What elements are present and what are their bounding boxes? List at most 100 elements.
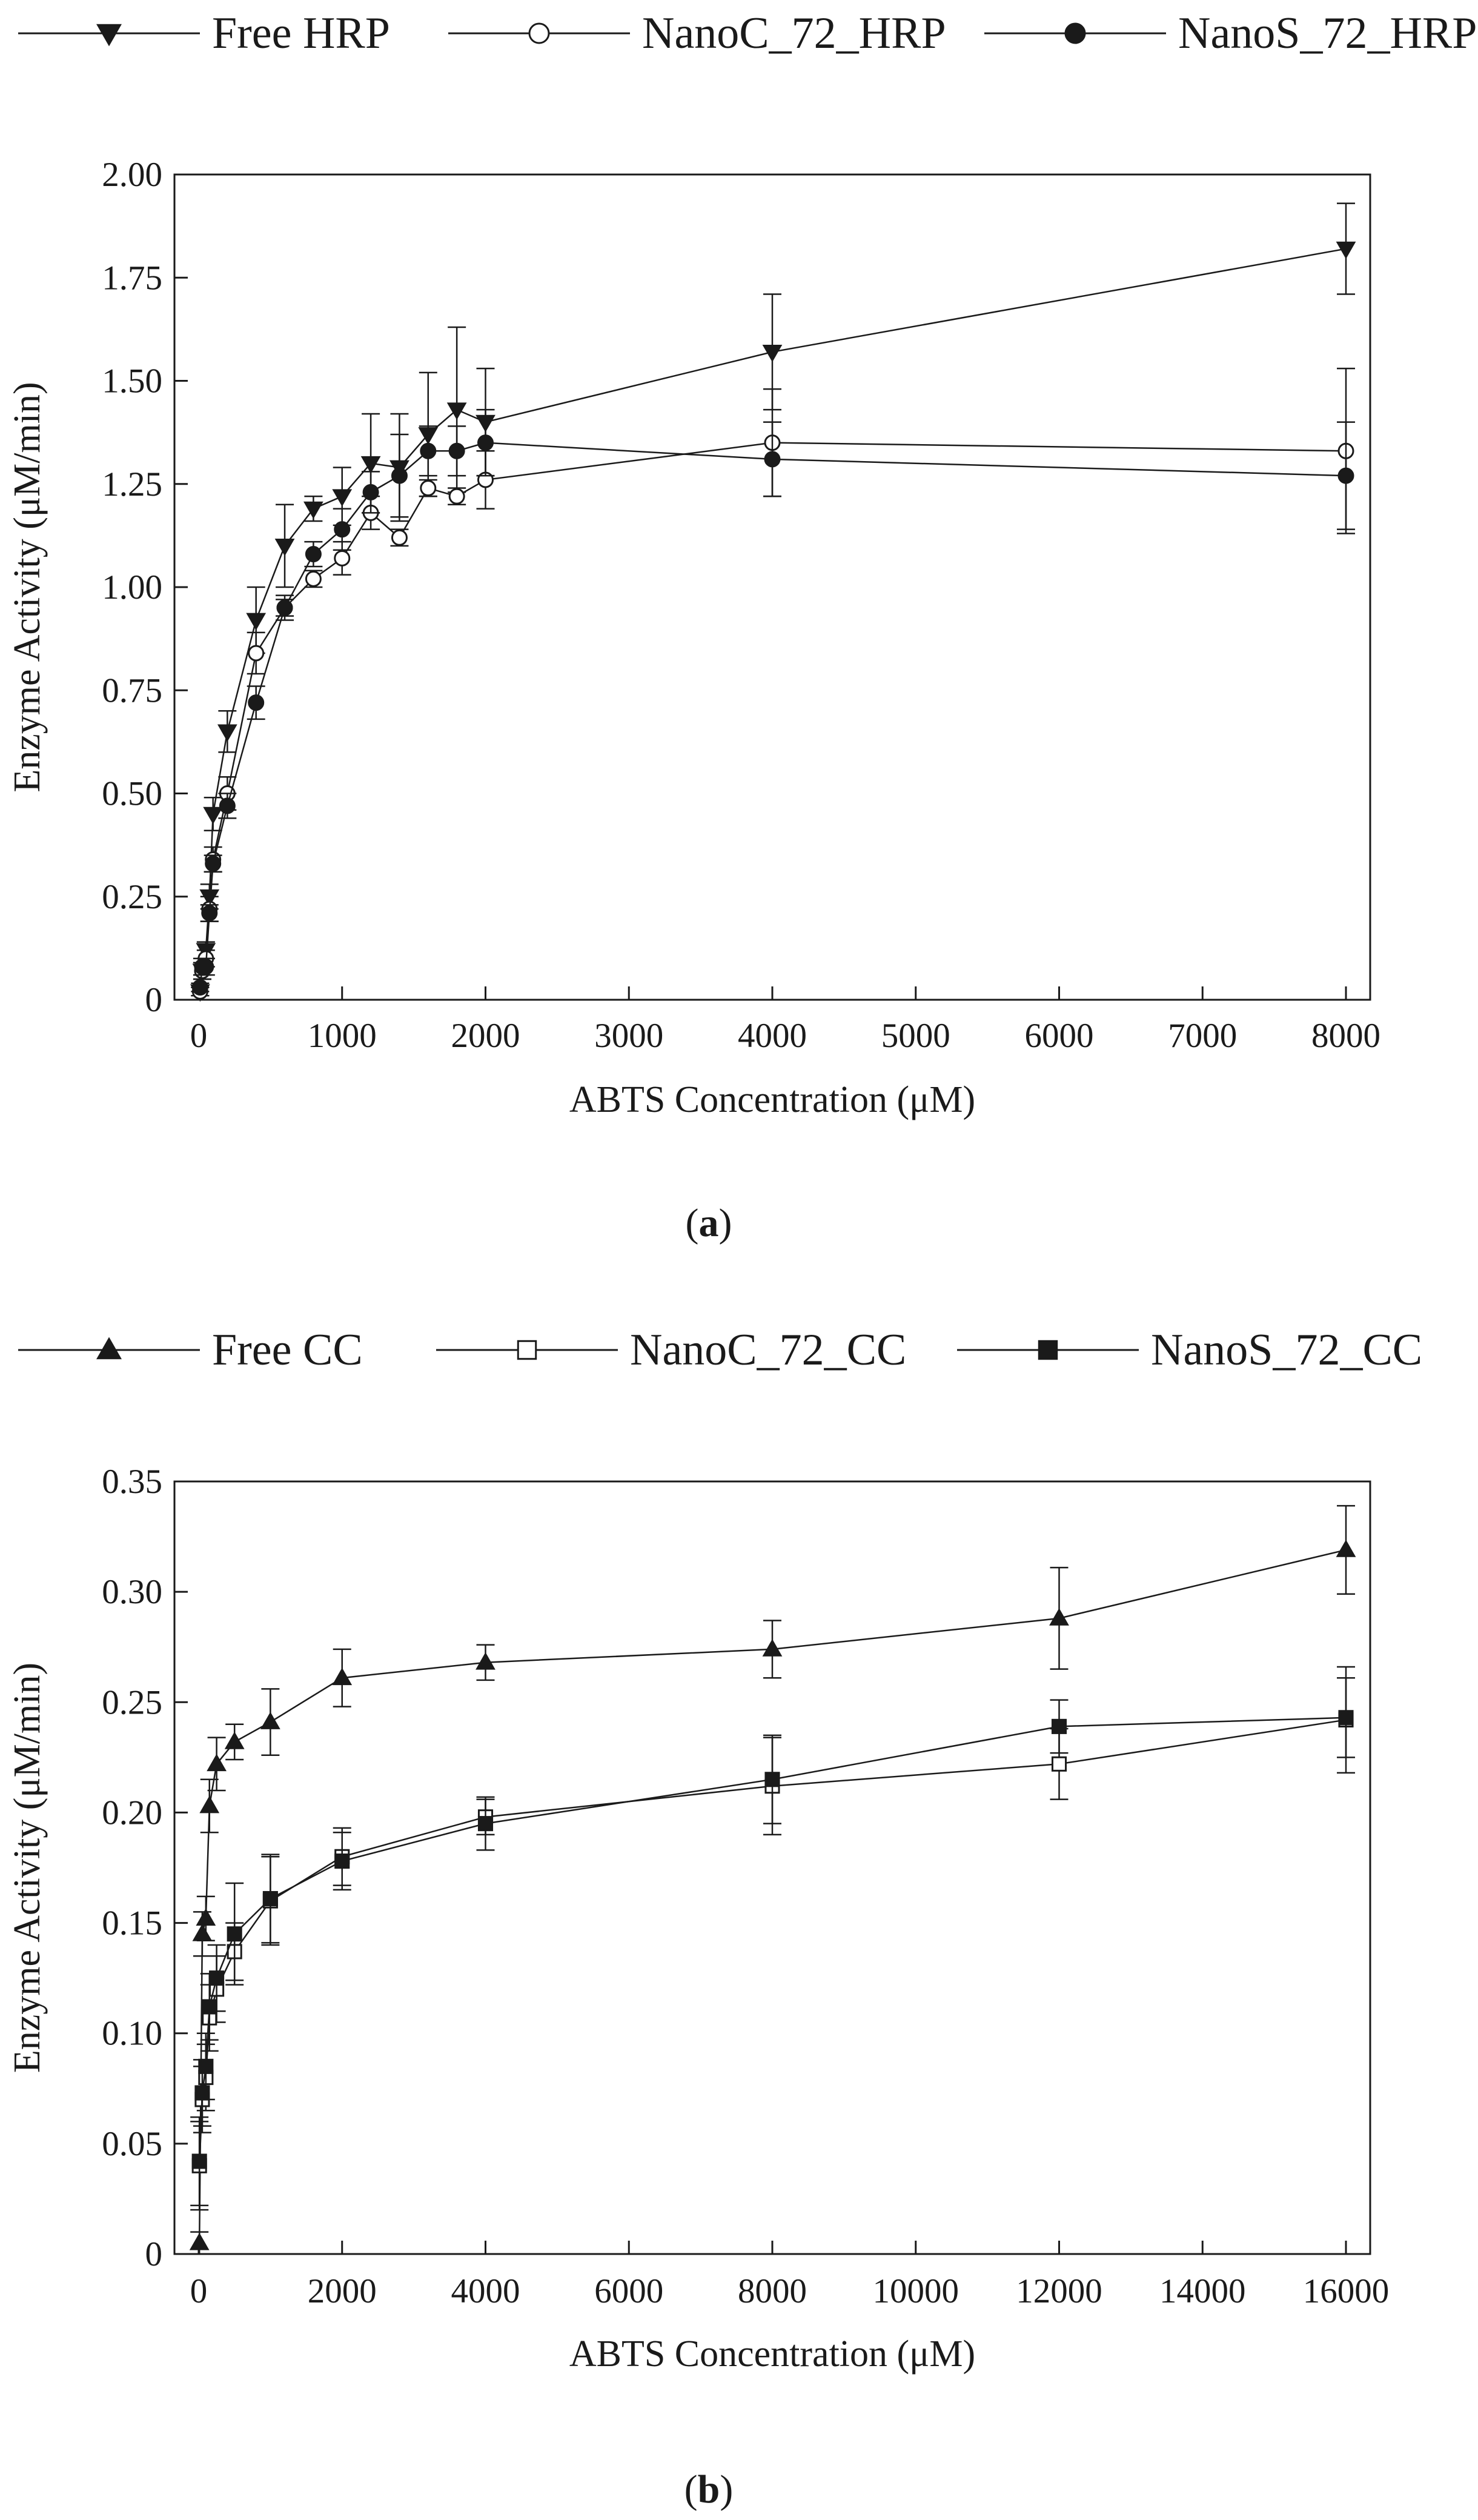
panel-a-y-tick-label: 2.00 — [102, 156, 162, 194]
panel-a-series-nanos-72-hrp-point — [1337, 467, 1354, 484]
panel-b-series-free-cc-point — [192, 1923, 213, 1941]
panel-a-legend-label: Free HRP — [212, 8, 390, 58]
panel-b-series-free-cc-point — [207, 1754, 227, 1772]
chart-panel-a: 0 1000 2000 3000 4000 5000 6000 7000 8000 0 0.25 0.… — [7, 8, 1477, 1120]
panel-b-series-free-cc — [189, 1504, 1356, 2255]
panel-b-legend-entry: NanoS_72_CC — [957, 1325, 1422, 1375]
panel-b-y-tick-label: 0.30 — [102, 1573, 162, 1611]
panel-a-y-axis-title: Enzyme Activity (μM/min) — [7, 382, 48, 792]
panel-a-series-nanoc-72-hrp-line — [199, 442, 1347, 992]
panel-a-series-nanos-72-hrp-point — [201, 905, 218, 922]
panel-a-series-nanos-72-hrp-point — [420, 442, 437, 459]
panel-a-series-nanos-72-hrp-point — [276, 599, 293, 616]
panel-b-series-nanos-72-cc-point — [334, 1853, 350, 1869]
panel-b-x-tick-label: 10000 — [873, 2272, 959, 2310]
panel-b-legend-marker — [1038, 1340, 1058, 1360]
panel-b-series-nanos-72-cc-point — [202, 1999, 217, 2015]
panel-b-series-free-cc-point — [189, 2232, 210, 2250]
panel-b-y-tick-label: 0 — [145, 2235, 163, 2273]
panel-a-series-free-hrp-point — [446, 402, 467, 420]
panel-a-x-tick-label: 6000 — [1025, 1017, 1094, 1055]
panel-b-x-tick-label: 2000 — [308, 2272, 377, 2310]
panel-a-series-nanos-72-hrp-point — [305, 546, 322, 563]
panel-b-series-free-cc-point — [476, 1652, 495, 1670]
panel-a-series-free-hrp-point — [1336, 241, 1356, 259]
panel-a-y-tick-label: 0.75 — [102, 671, 162, 710]
panel-a-x-tick-label: 0 — [190, 1017, 208, 1055]
panel-b-series-nanos-72-cc-point — [764, 1772, 780, 1787]
panel-a-series-free-hrp — [190, 202, 1356, 1002]
panel-b-series-nanos-72-cc-point — [1051, 1718, 1067, 1734]
chart-panel-b: 0 2000 4000 6000 8000 10000 12000 14000 16000 0 0.… — [7, 1325, 1422, 2375]
panel-a-x-tick-label: 8000 — [1311, 1017, 1380, 1055]
panel-a-series-nanos-72-hrp-line — [199, 442, 1347, 988]
panel-b-series-free-cc-point — [762, 1639, 783, 1657]
panel-b-y-tick-label: 0.05 — [102, 2125, 162, 2163]
panel-a-series-nanos-72-hrp-point — [191, 979, 208, 996]
panel-a-legend-marker — [96, 24, 122, 47]
panel-a-y-tick-label: 0.50 — [102, 775, 162, 813]
panel-a-series-nanoc-72-hrp-point — [420, 480, 437, 497]
panel-a-x-tick-label: 1000 — [308, 1017, 377, 1055]
panel-b-legend-marker — [517, 1340, 537, 1360]
panel-a-x-tick-label: 5000 — [881, 1017, 950, 1055]
panel-b-series-free-cc-point — [332, 1667, 353, 1686]
panel-a-x-tick-label: 7000 — [1168, 1017, 1237, 1055]
panel-a-legend-marker — [528, 22, 550, 44]
panel-a-y-tick-label: 1.75 — [102, 259, 162, 297]
panel-b-series-nanos-72-cc-point — [194, 2085, 210, 2101]
panel-a-y-tick-label: 0.25 — [102, 878, 162, 916]
panel-a-series-nanos-72-hrp-point — [219, 797, 236, 814]
panel-b-x-tick-label: 12000 — [1016, 2272, 1102, 2310]
panel-b-x-tick-label: 6000 — [594, 2272, 663, 2310]
panel-a-x-axis-title: ABTS Concentration (μM) — [569, 1079, 975, 1120]
panel-b-series-free-cc-point — [199, 1795, 220, 1814]
panel-a-series-free-hrp-point — [217, 724, 237, 742]
panel-a-series-free-hrp-point — [360, 456, 381, 474]
panel-a-series-free-hrp-point — [203, 806, 224, 825]
panel-a-legend-marker — [1064, 22, 1086, 44]
panel-a-series-nanos-72-hrp-point — [248, 694, 265, 711]
panel-a-series-free-hrp-point — [762, 344, 783, 362]
panel-b-series-nanos-72-cc-point — [209, 1970, 225, 1986]
panel-b-series-free-cc-point — [224, 1732, 245, 1749]
panel-b-legend-label: NanoC_72_CC — [630, 1325, 906, 1375]
panel-a-series-nanos-72-hrp-point — [764, 451, 781, 468]
panel-b-series-nanos-72-cc-point — [191, 2153, 207, 2169]
panel-b-legend-entry: NanoC_72_CC — [436, 1325, 906, 1375]
panel-b-legend-entry: Free CC — [18, 1325, 363, 1375]
panel-a-series-free-hrp-point — [246, 613, 267, 631]
panel-a-series-free-hrp-point — [303, 501, 323, 519]
panel-a-series-nanos-72-hrp-point — [205, 855, 222, 872]
panel-b-label: (b) — [684, 2467, 734, 2512]
panel-b-series-free-cc-point — [196, 1908, 216, 1926]
panel-b-legend-marker — [96, 1337, 122, 1360]
panel-b-y-tick-label: 0.35 — [102, 1463, 162, 1501]
panel-a-series-free-hrp-point — [274, 539, 295, 556]
panel-b-series-nanos-72-cc-point — [1338, 1710, 1354, 1726]
panel-a-legend-entry: NanoS_72_HRP — [984, 8, 1477, 58]
panel-a-series-nanoc-72-hrp-point — [305, 570, 322, 587]
panel-a-series-nanos-72-hrp-point — [391, 467, 408, 484]
panel-a-series-nanoc-72-hrp-point — [448, 488, 465, 505]
panel-b-y-axis-title: Enzyme Activity (μM/min) — [7, 1663, 48, 2073]
panel-b-series-free-cc-point — [1049, 1608, 1069, 1626]
panel-a-legend-label: NanoC_72_HRP — [642, 8, 946, 58]
panel-a-y-tick-label: 1.50 — [102, 362, 162, 401]
panel-b-series-nanoc-72-cc-point — [1051, 1756, 1067, 1772]
panel-a-series-nanoc-72-hrp-point — [391, 529, 408, 546]
panel-b-y-tick-label: 0.25 — [102, 1683, 162, 1721]
panel-a-series-nanoc-72-hrp-point — [248, 645, 265, 662]
panel-b-x-tick-label: 16000 — [1303, 2272, 1390, 2310]
panel-a-series-nanos-72-hrp-point — [362, 484, 379, 500]
panel-b-series-nanos-72-cc-point — [477, 1816, 494, 1832]
panel-b-y-tick-label: 0.15 — [102, 1904, 162, 1943]
panel-b-x-axis-title: ABTS Concentration (μM) — [569, 2333, 975, 2375]
panel-b-x-tick-label: 4000 — [451, 2272, 520, 2310]
panel-b-legend-label: Free CC — [212, 1325, 363, 1375]
panel-a-label: (a) — [686, 1201, 732, 1245]
panel-b-x-tick-label: 14000 — [1159, 2272, 1246, 2310]
panel-a-series-nanos-72-hrp-point — [448, 442, 465, 459]
panel-a-series-nanos-72-hrp-point — [334, 521, 351, 538]
